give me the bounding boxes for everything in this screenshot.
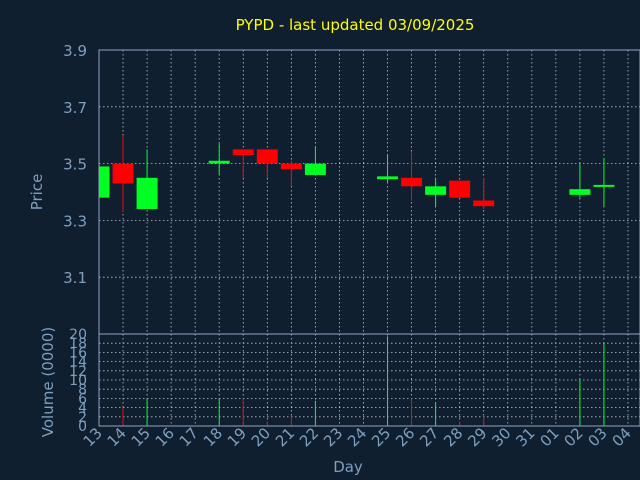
chart-title: PYPD - last updated 03/09/2025 (236, 16, 475, 34)
candle-body (280, 163, 302, 170)
volume-tick-label: 16 (69, 345, 87, 361)
volume-tick-label: 10 (69, 373, 87, 389)
candle-body (256, 149, 278, 164)
volume-tick-label: 18 (69, 336, 87, 352)
volume-tick-label: 20 (69, 327, 87, 343)
volume-panel-frame (98, 333, 640, 427)
volume-tick-label: 4 (78, 401, 87, 417)
price-tick-label: 3.7 (63, 99, 87, 117)
candle-body (304, 163, 326, 175)
price-tick-label: 3.1 (63, 269, 87, 287)
x-tick-labels: 1314151617181920212223242526272829303101… (80, 424, 635, 450)
price-axis-label: Price (28, 174, 46, 211)
candle-body (232, 149, 254, 156)
x-axis-label: Day (333, 458, 363, 476)
volume-axis-label: Volume (0000) (39, 327, 57, 437)
volume-tick-label: 0 (78, 419, 87, 435)
candle-body (401, 177, 423, 187)
candle-body (208, 160, 230, 164)
price-tick-label: 3.5 (63, 156, 87, 174)
volume-tick-label: 6 (78, 391, 87, 407)
candle-body (473, 200, 495, 207)
volume-tick-label: 2 (78, 410, 87, 426)
volume-tick-label: 14 (69, 355, 87, 371)
volume-bars (122, 336, 605, 426)
volume-tick-label: 8 (78, 382, 87, 398)
candle-body (449, 180, 471, 198)
price-tick-label: 3.3 (63, 212, 87, 230)
candle-body (136, 177, 158, 210)
candle-body (425, 186, 447, 195)
candle-body (99, 166, 110, 198)
candle-body (112, 163, 134, 184)
candles (98, 135, 615, 212)
volume-tick-label: 12 (69, 364, 87, 380)
candle-body (569, 189, 591, 195)
price-tick-label: 3.9 (63, 42, 87, 60)
candle-body (377, 176, 399, 180)
price-tick-labels: 3.9 3.7 3.5 3.3 3.1 (63, 42, 87, 287)
candle-body (593, 184, 615, 187)
